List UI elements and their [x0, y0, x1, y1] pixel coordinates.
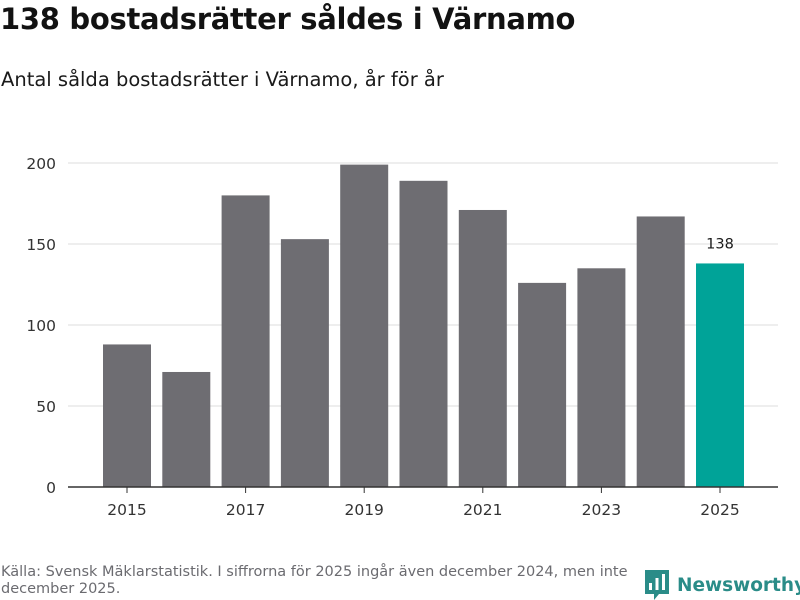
bar-chart-speech-bubble-icon [645, 570, 669, 600]
chart-subtitle: Antal sålda bostadsrätter i Värnamo, år … [1, 68, 444, 91]
data-labels: 138 [706, 236, 734, 252]
bar-2025 [696, 263, 744, 487]
bar-2020 [399, 180, 448, 487]
x-tick-label: 2017 [226, 501, 265, 519]
bar-2024 [636, 216, 685, 487]
x-tick-label: 2015 [107, 501, 146, 519]
x-tick-label: 2023 [582, 501, 621, 519]
x-axis-ticks: 2015 2017 2019 2021 2023 2025 [107, 487, 740, 519]
bar-2017 [221, 195, 270, 487]
bars [103, 164, 744, 488]
bar-chart: 0 50 100 150 200 2015 2017 2019 2021 2023 2025 13… [26, 155, 778, 519]
bar-2023 [577, 268, 626, 487]
x-tick-label: 2019 [344, 501, 383, 519]
y-tick-label: 100 [26, 317, 56, 335]
y-tick-label: 200 [26, 155, 56, 173]
bar-2022 [518, 282, 567, 487]
brand-logo[interactable]: Newsworthy [645, 570, 800, 600]
y-tick-label: 0 [46, 479, 56, 497]
bar-2015 [103, 344, 151, 487]
bar-2019 [340, 164, 389, 487]
brand-name: Newsworthy [677, 574, 800, 596]
x-tick-label: 2021 [463, 501, 502, 519]
y-axis-ticks: 0 50 100 150 200 [26, 155, 56, 497]
x-tick-label: 2025 [700, 501, 739, 519]
y-tick-label: 150 [26, 236, 56, 254]
bar-2016 [162, 371, 211, 487]
source-note: Källa: Svensk Mäklarstatistik. I siffror… [1, 564, 628, 597]
bar-2021 [458, 209, 507, 488]
bar-2018 [280, 239, 329, 487]
y-tick-label: 50 [36, 398, 56, 416]
chart-title: 138 bostadsrätter såldes i Värnamo [0, 2, 576, 36]
data-label-2025: 138 [706, 236, 734, 252]
